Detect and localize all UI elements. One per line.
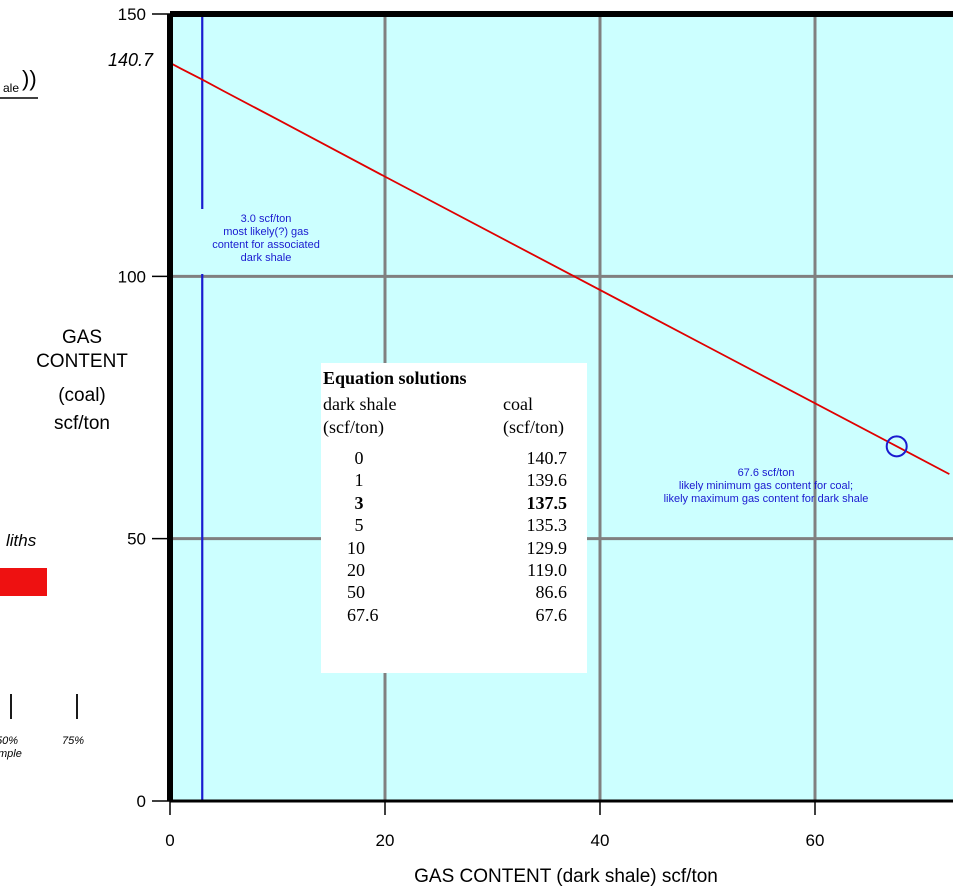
left-fragment-75pct: 75%	[62, 735, 84, 747]
table-cell-shale: 3	[354, 492, 364, 513]
table-cell-shale: 5	[354, 515, 364, 536]
point-marker-circle	[885, 435, 908, 458]
y-axis-title-line-2: CONTENT	[36, 351, 128, 372]
x-tick-label-40: 40	[591, 831, 610, 850]
table-col1-header-line-1: dark shale	[323, 394, 397, 414]
table-cell-shale: 0	[354, 448, 364, 468]
vertical-marker-label-line-3: content for associated	[212, 239, 320, 251]
point-marker-label-line-2: likely minimum gas content for coal;	[679, 480, 853, 492]
y-axis-title: GAS CONTENT (coal) scf/ton	[36, 327, 128, 434]
table-cell-shale: 20	[347, 560, 365, 580]
vertical-marker-label: 3.0 scf/ton most likely(?) gas content f…	[212, 213, 320, 264]
left-fragment-liths-bar	[0, 568, 47, 596]
left-fragment-mple: mple	[0, 748, 22, 760]
y-intercept-label: 140.7	[108, 50, 154, 70]
left-fragment-paren: ))	[22, 66, 37, 91]
table-cell-shale: 1	[354, 470, 364, 491]
x-tick-label-0: 0	[165, 831, 174, 850]
x-tick-label-20: 20	[376, 831, 395, 850]
table-row: 50 86.6	[321, 581, 587, 603]
point-marker-label-line-1: 67.6 scf/ton	[738, 467, 795, 479]
table-row: 20 119.0	[321, 559, 587, 581]
table-cell-coal: 67.6	[535, 604, 568, 625]
series-line-0	[169, 61, 950, 475]
table-cell-coal: 119.0	[527, 560, 567, 580]
grid	[170, 14, 953, 801]
table-cell-coal: 86.6	[535, 582, 568, 603]
table-row: 10 129.9	[321, 537, 587, 559]
point-marker-label: 67.6 scf/ton likely minimum gas content …	[664, 467, 869, 505]
equation-solutions-table: Equation solutions dark shale (scf/ton) …	[321, 363, 587, 673]
y-axis-title-line-1: GAS	[62, 327, 102, 348]
y-tick-label-0: 0	[137, 792, 146, 811]
y-tick-label-50: 50	[127, 530, 146, 549]
vertical-marker-label-line-2: most likely(?) gas	[223, 226, 309, 238]
table-cell-coal: 140.7	[526, 448, 568, 468]
table-row: 1 139.6	[321, 469, 587, 491]
left-fragments: ale )) liths 50% 75% mple	[0, 66, 84, 760]
left-fragment-liths: liths	[6, 531, 37, 550]
table-cell-coal: 129.9	[526, 537, 568, 558]
table-row: 67.6 67.6	[321, 604, 587, 626]
table-col1-header-line-2: (scf/ton)	[323, 417, 384, 437]
table-cell-shale: 67.6	[347, 604, 379, 625]
y-axis-title-line-4: scf/ton	[54, 413, 110, 434]
left-fragment-50pct: 50%	[0, 735, 18, 747]
x-tick-label-60: 60	[806, 831, 825, 850]
table-cell-coal: 135.3	[526, 515, 568, 536]
vertical-marker-label-line-4: dark shale	[241, 252, 292, 264]
table-cell-shale: 50	[347, 582, 365, 603]
table-col2-header-line-2: (scf/ton)	[503, 417, 564, 437]
table-cell-shale: 10	[347, 537, 365, 558]
x-axis-title: GAS CONTENT (dark shale) scf/ton	[414, 866, 718, 887]
y-axis-title-line-3: (coal)	[58, 385, 106, 406]
point-marker-label-line-3: likely maximum gas content for dark shal…	[664, 493, 869, 505]
y-tick-label-150: 150	[118, 5, 146, 24]
table-title: Equation solutions	[323, 368, 467, 388]
table-row: 5 135.3	[321, 514, 587, 536]
table-row: 0 140.7	[321, 447, 587, 469]
table-row: 3 137.5	[321, 492, 587, 514]
table-cell-coal: 137.5	[526, 492, 568, 513]
table-col2-header-line-1: coal	[503, 394, 533, 414]
y-tick-label-100: 100	[118, 267, 146, 286]
table-cell-coal: 139.6	[526, 470, 568, 491]
left-fragment-ale: ale	[3, 81, 19, 95]
vertical-marker-label-line-1: 3.0 scf/ton	[241, 213, 292, 225]
chart-marks	[169, 14, 950, 801]
